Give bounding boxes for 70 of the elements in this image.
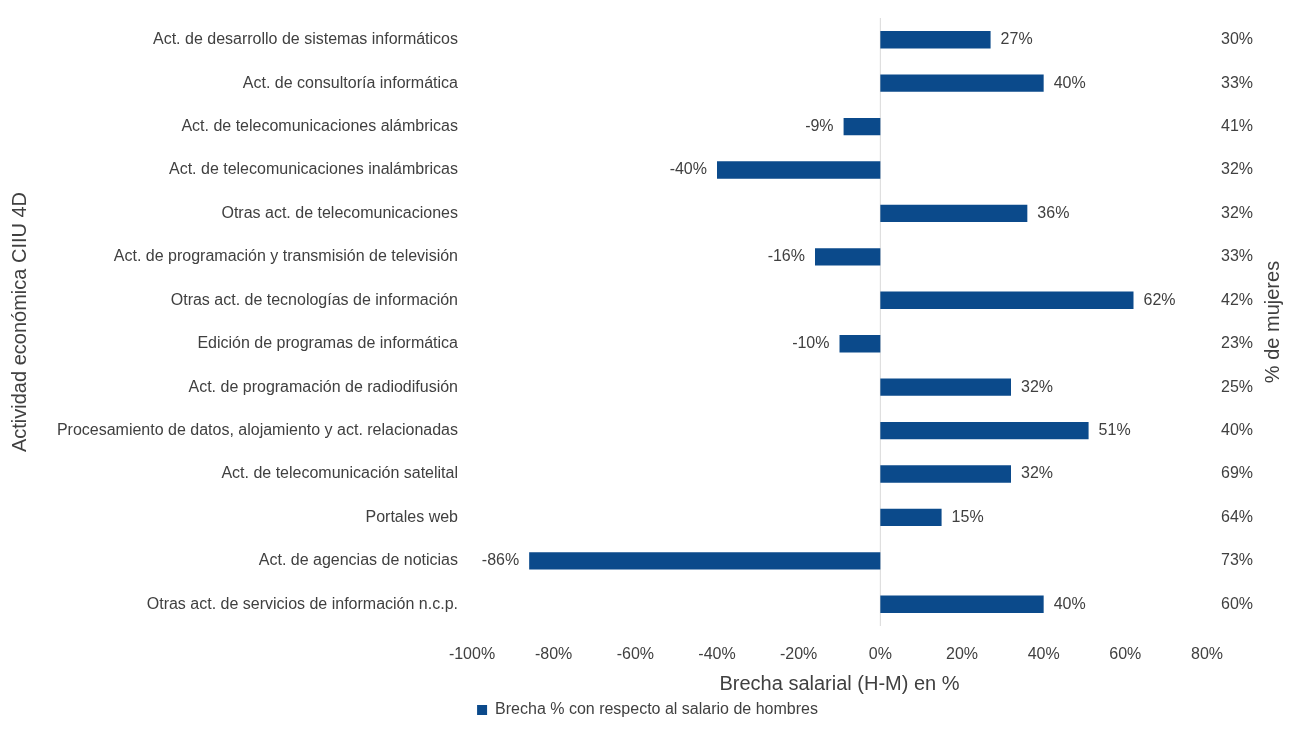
data-label: 32% [1021, 377, 1054, 395]
data-label: 36% [1037, 203, 1070, 221]
y-tick-label: Otras act. de telecomunicaciones [221, 203, 458, 221]
y-tick-label: Procesamiento de datos, alojamiento y act. relacionadas [56, 420, 458, 438]
data-label: -40% [669, 160, 707, 178]
bar [880, 31, 991, 49]
y-tick-label: Act. de telecomunicación satelital [221, 464, 458, 482]
y2-tick-label: 64% [1221, 507, 1254, 525]
y-tick-label: Act. de consultoría informática [242, 73, 459, 91]
y-tick-label: Edición de programas de informática [197, 334, 459, 352]
x-tick-label: -40% [698, 645, 736, 663]
data-label: 32% [1021, 464, 1054, 482]
y2-tick-label: 69% [1221, 464, 1254, 482]
y-tick-label: Otras act. de servicios de información n.c.p. [146, 594, 458, 612]
x-tick-label: 20% [945, 645, 979, 663]
y2-tick-label: 41% [1221, 116, 1254, 134]
bar [880, 421, 1089, 440]
y2-tick-label: 40% [1221, 420, 1254, 438]
x-tick-label: -100% [448, 645, 496, 663]
y2-tick-label: 25% [1221, 377, 1254, 395]
y-axis-title: Actividad económica CIIU 4D [7, 191, 30, 453]
bar [843, 117, 881, 136]
y2-axis-title: % de mujeres [1260, 260, 1283, 384]
data-label: -9% [805, 116, 834, 134]
y-tick-label: Act. de desarrollo de sistemas informáticos [152, 30, 458, 48]
y2-tick-label: 33% [1221, 73, 1254, 91]
y2-tick-label: 60% [1221, 594, 1254, 612]
data-label: 51% [1098, 420, 1131, 438]
bar [880, 508, 942, 527]
y-tick-label: Act. de programación y transmisión de televisión [113, 247, 458, 265]
data-label: 40% [1053, 73, 1086, 91]
data-label: 15% [951, 507, 984, 525]
y2-tick-label: 33% [1221, 247, 1254, 265]
bar [717, 161, 881, 179]
bar [880, 595, 1044, 613]
x-tick-label: -20% [779, 645, 818, 663]
x-axis-title: Brecha salarial (H-M) en % [719, 671, 960, 694]
bar [815, 248, 881, 266]
y2-tick-label: 23% [1221, 334, 1254, 352]
y2-tick-label: 30% [1221, 30, 1254, 48]
legend-label: Brecha % con respecto al salario de hombres [495, 700, 818, 718]
bar [880, 378, 1011, 396]
bar [839, 335, 881, 353]
y2-tick-label: 42% [1221, 290, 1254, 308]
y-tick-label: Act. de programación de radiodifusión [188, 377, 458, 395]
bar [880, 291, 1134, 309]
data-label: 62% [1143, 290, 1176, 308]
y-tick-label: Portales web [365, 507, 459, 525]
data-label: -86% [481, 551, 520, 569]
data-label: 40% [1053, 594, 1086, 612]
y2-tick-label: 32% [1221, 160, 1254, 178]
bar [529, 552, 881, 570]
x-tick-label: 60% [1109, 645, 1142, 663]
y-tick-label: Act. de telecomunicaciones alámbricas [181, 116, 458, 134]
data-label: 27% [1000, 30, 1033, 48]
y2-tick-label: 73% [1221, 551, 1254, 569]
bar [880, 465, 1011, 483]
x-tick-label: 0% [868, 645, 892, 663]
bar [880, 74, 1044, 92]
bar [880, 204, 1028, 223]
y-tick-label: Act. de agencias de noticias [258, 551, 458, 569]
y2-tick-label: 32% [1221, 203, 1254, 221]
x-tick-label: -60% [616, 645, 655, 663]
x-tick-label: 80% [1190, 645, 1224, 663]
data-label: -10% [792, 334, 830, 352]
y-tick-label: Act. de telecomunicaciones inalámbricas [168, 160, 458, 178]
data-label: -16% [767, 247, 805, 265]
x-tick-label: -80% [534, 645, 573, 663]
x-tick-label: 40% [1027, 645, 1060, 663]
y-tick-label: Otras act. de tecnologías de información [170, 290, 458, 308]
